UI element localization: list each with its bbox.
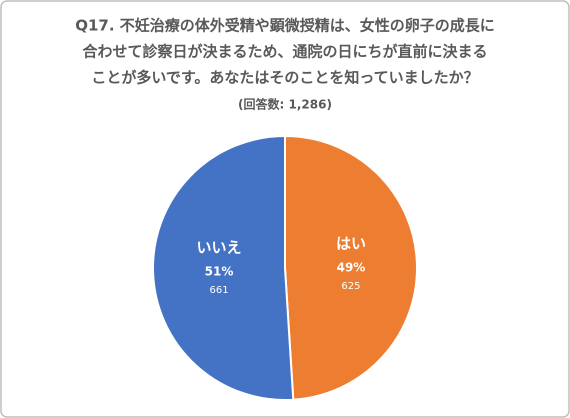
value-label: 49% — [337, 260, 366, 274]
slice-label: はい — [336, 234, 366, 252]
count-label: 625 — [341, 281, 360, 292]
chart-title: Q17. 不妊治療の体外受精や顕微授精は、女性の卵子の成長に — [75, 17, 495, 35]
chart-title: ことが多いです。あなたはそのことを知っていましたか？ — [91, 69, 478, 87]
chart-title: 合わせて診察日が決まるため、通院の日にちが直前に決まる — [81, 43, 487, 61]
chart-subtitle: (回答数: 1,286) — [238, 97, 332, 112]
count-label: 661 — [209, 285, 228, 296]
slice-label: いいえ — [197, 239, 242, 257]
pie-slice — [152, 134, 295, 401]
pie-slice — [284, 134, 419, 401]
value-label: 51% — [205, 265, 234, 279]
